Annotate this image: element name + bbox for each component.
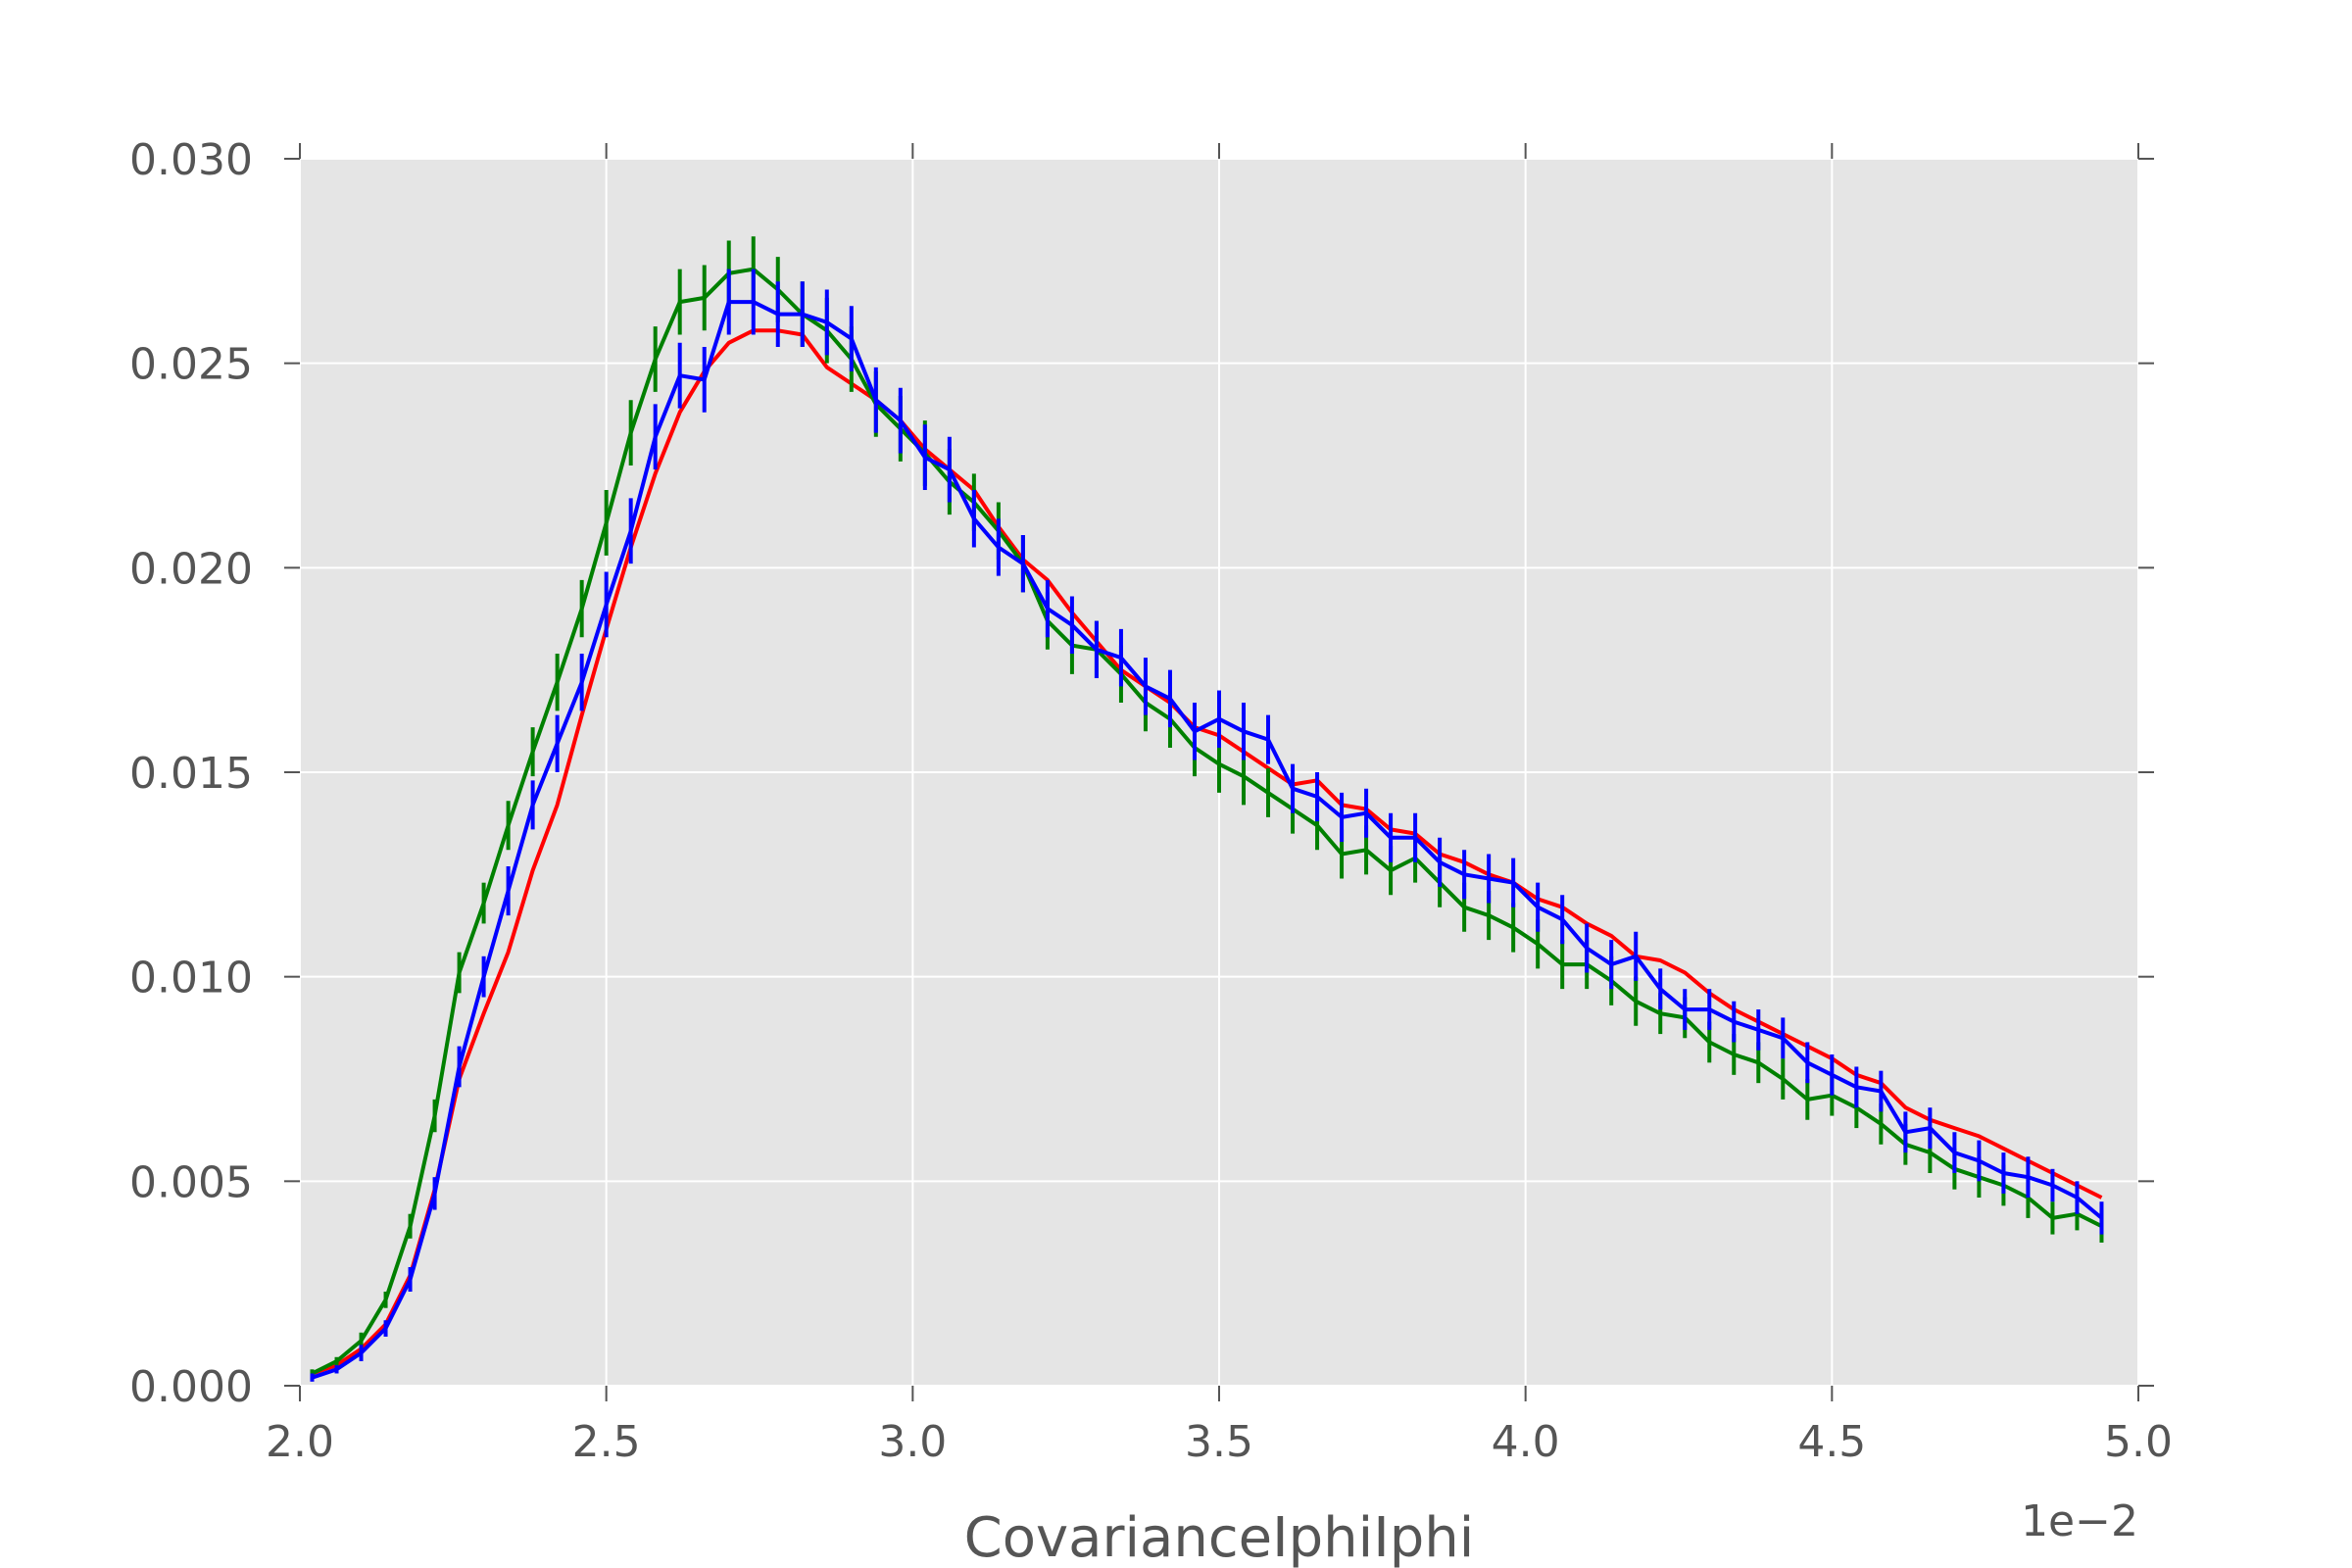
x-axis-title: CovarianceIphiIphi [964, 1506, 1475, 1568]
y-tick-labels: 0.000 0.005 0.010 0.015 0.020 0.025 0.030 [129, 135, 253, 1412]
series-1-line [311, 328, 2103, 1376]
x-tick-label: 2.5 [572, 1417, 641, 1467]
series-3 [310, 269, 2104, 1382]
x-tick-labels: 2.0 2.5 3.0 3.5 4.0 4.5 5.0 [266, 1417, 2173, 1467]
y-tick-label: 0.020 [129, 544, 253, 594]
y-tick-label: 0.015 [129, 749, 253, 799]
y-tick-label: 0.000 [129, 1362, 253, 1412]
series-2-line [311, 267, 2103, 1376]
x-tick-label: 5.0 [2104, 1417, 2173, 1467]
series-1 [311, 328, 2103, 1376]
y-tick-label: 0.025 [129, 340, 253, 390]
x-axis-offset-label: 1e−2 [2021, 1496, 2138, 1546]
x-tick-label: 4.0 [1492, 1417, 1560, 1467]
y-tick-label: 0.005 [129, 1157, 253, 1207]
y-tick-label: 0.010 [129, 954, 253, 1004]
x-tick-label: 4.5 [1797, 1417, 1866, 1467]
series-layer [310, 236, 2104, 1382]
x-tick-label: 3.0 [878, 1417, 947, 1467]
axis-ticks [284, 143, 2154, 1401]
y-tick-label: 0.030 [129, 135, 253, 185]
x-tick-label: 3.5 [1185, 1417, 1253, 1467]
series-3-line [311, 300, 2103, 1380]
x-tick-label: 2.0 [266, 1417, 334, 1467]
